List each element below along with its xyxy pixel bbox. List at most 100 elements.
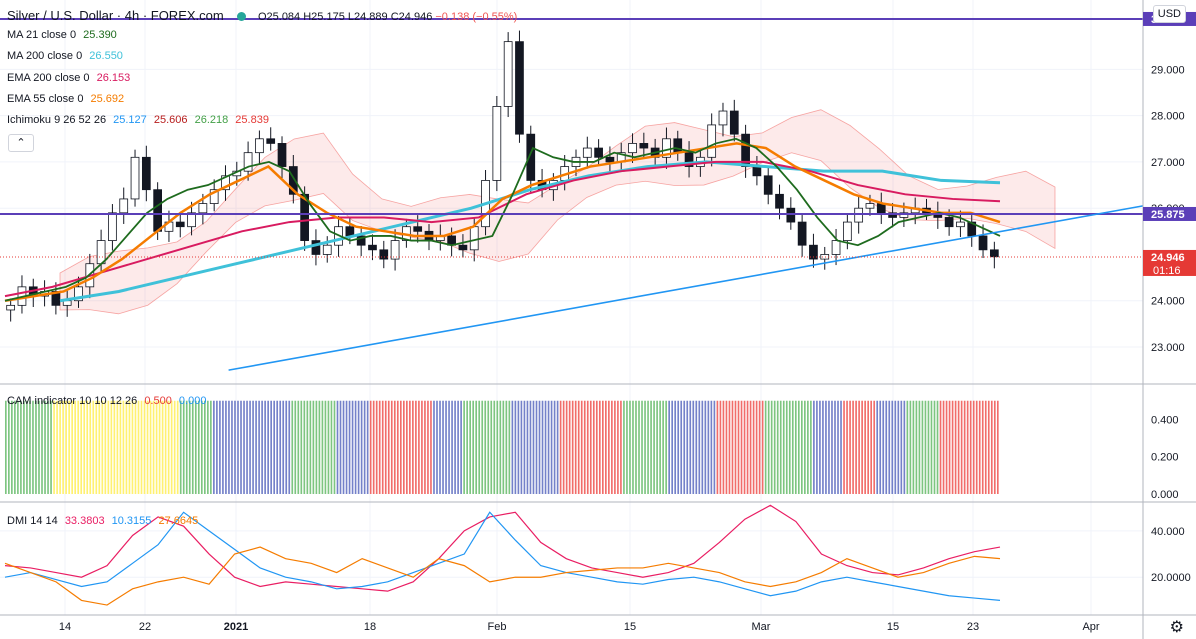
candle [763,175,773,195]
cam-bar [92,400,95,494]
cam-bar [897,400,900,494]
legend-ema55[interactable]: EMA 55 close 0 25.692 [7,92,128,106]
cam-bar [390,400,393,494]
cam-bar [351,400,354,494]
ema200-value: 26.153 [96,72,131,84]
cam-bar [843,400,845,494]
candle [96,240,106,265]
cam-bar [556,400,559,494]
cam-bar [285,400,288,494]
cam-bar [185,400,188,494]
cam-bar [520,400,523,494]
candle [944,217,954,228]
cam-bar [490,400,493,494]
cam-bar [586,400,589,494]
cam-bar [104,400,107,494]
legend-ma21[interactable]: MA 21 close 0 25.390 [7,28,121,42]
cam-bar [475,400,478,494]
candle [684,152,694,167]
cam-bar [794,400,797,494]
cam-bar [674,400,677,494]
cam-bar [321,400,324,494]
cam-bar [442,400,444,494]
cam-bar [990,400,993,494]
cam-bar [993,400,996,494]
ema200-line [4,160,1001,298]
cam-bar [966,400,969,494]
candle [662,138,671,158]
collapse-legend-button[interactable]: ⌃ [8,134,34,152]
cam-bar [927,400,930,494]
cam-bar [194,400,197,494]
cam-bar [620,400,622,494]
cam-bar [791,400,794,494]
candle [797,221,807,246]
currency-button[interactable]: USD [1152,5,1186,23]
dmi-value-3: 27.6645 [158,515,199,527]
gear-icon[interactable]: ⚙ [1169,619,1184,636]
cam-bar [801,400,803,494]
cam-bar [267,400,269,494]
cam-bar [170,400,173,494]
cam-bar [683,400,686,494]
cam-bar [508,400,511,494]
cam-bar [448,400,450,494]
cam-bar [158,400,161,494]
cam-bar [161,400,164,494]
cam-bar [243,400,245,494]
candle [605,156,615,163]
cam-bar [653,400,655,494]
candle [503,41,513,107]
candle [526,133,536,181]
cam-bar [348,400,351,494]
cam-bar [767,400,770,494]
candle [809,244,818,260]
cam-bar [140,400,143,494]
cam-bar [553,400,556,494]
candle [752,166,762,177]
cam-bar [583,400,586,494]
cam-y-tick-label: 0.400 [1151,414,1179,426]
legend-dmi[interactable]: DMI 14 14 33.3803 10.3155 27.6645 [7,514,202,528]
candle [141,156,151,191]
cam-bar [80,400,83,494]
cam-bar [752,400,755,494]
x-tick-label: 2021 [224,621,248,633]
cam-bar [20,400,22,494]
cam-bar [502,400,505,494]
cam-bar [384,400,387,494]
symbol-title[interactable]: Silver / U.S. Dollar · 4h · FOREX.com [7,8,224,23]
ichimoku-v2: 25.606 [153,114,188,126]
cam-bar [315,400,318,494]
cam-bar [589,400,592,494]
cam-bar [568,400,571,494]
candle [956,221,965,228]
cam-bar [755,400,758,494]
legend-ma200[interactable]: MA 200 close 0 26.550 [7,49,127,63]
cam-bar [577,400,580,494]
cam-bar [903,400,906,494]
cam-bar [680,400,683,494]
cam-bar [445,400,447,494]
legend-ichimoku[interactable]: Ichimoku 9 26 52 26 25.127 25.606 26.218… [7,113,273,127]
cam-bar [635,400,637,494]
cam-bar [345,400,348,494]
legend-cam[interactable]: CAM indicator 10 10 12 26 0.500 0.000 [7,394,210,408]
cam-bar [918,400,921,494]
cam-bar [544,400,547,494]
candle [594,147,603,158]
cam-bar [547,400,550,494]
candle [492,106,502,181]
cam-bar [876,400,879,494]
cam-bar [381,400,384,494]
legend-ema200[interactable]: EMA 200 close 0 26.153 [7,71,134,85]
cam-bar [725,400,728,494]
cam-bar [339,400,342,494]
cam-bar [641,400,643,494]
cam-bar [131,400,134,494]
cam-bar [713,400,716,494]
cam-bar [324,400,327,494]
price-label: 24.946 [1151,252,1185,264]
